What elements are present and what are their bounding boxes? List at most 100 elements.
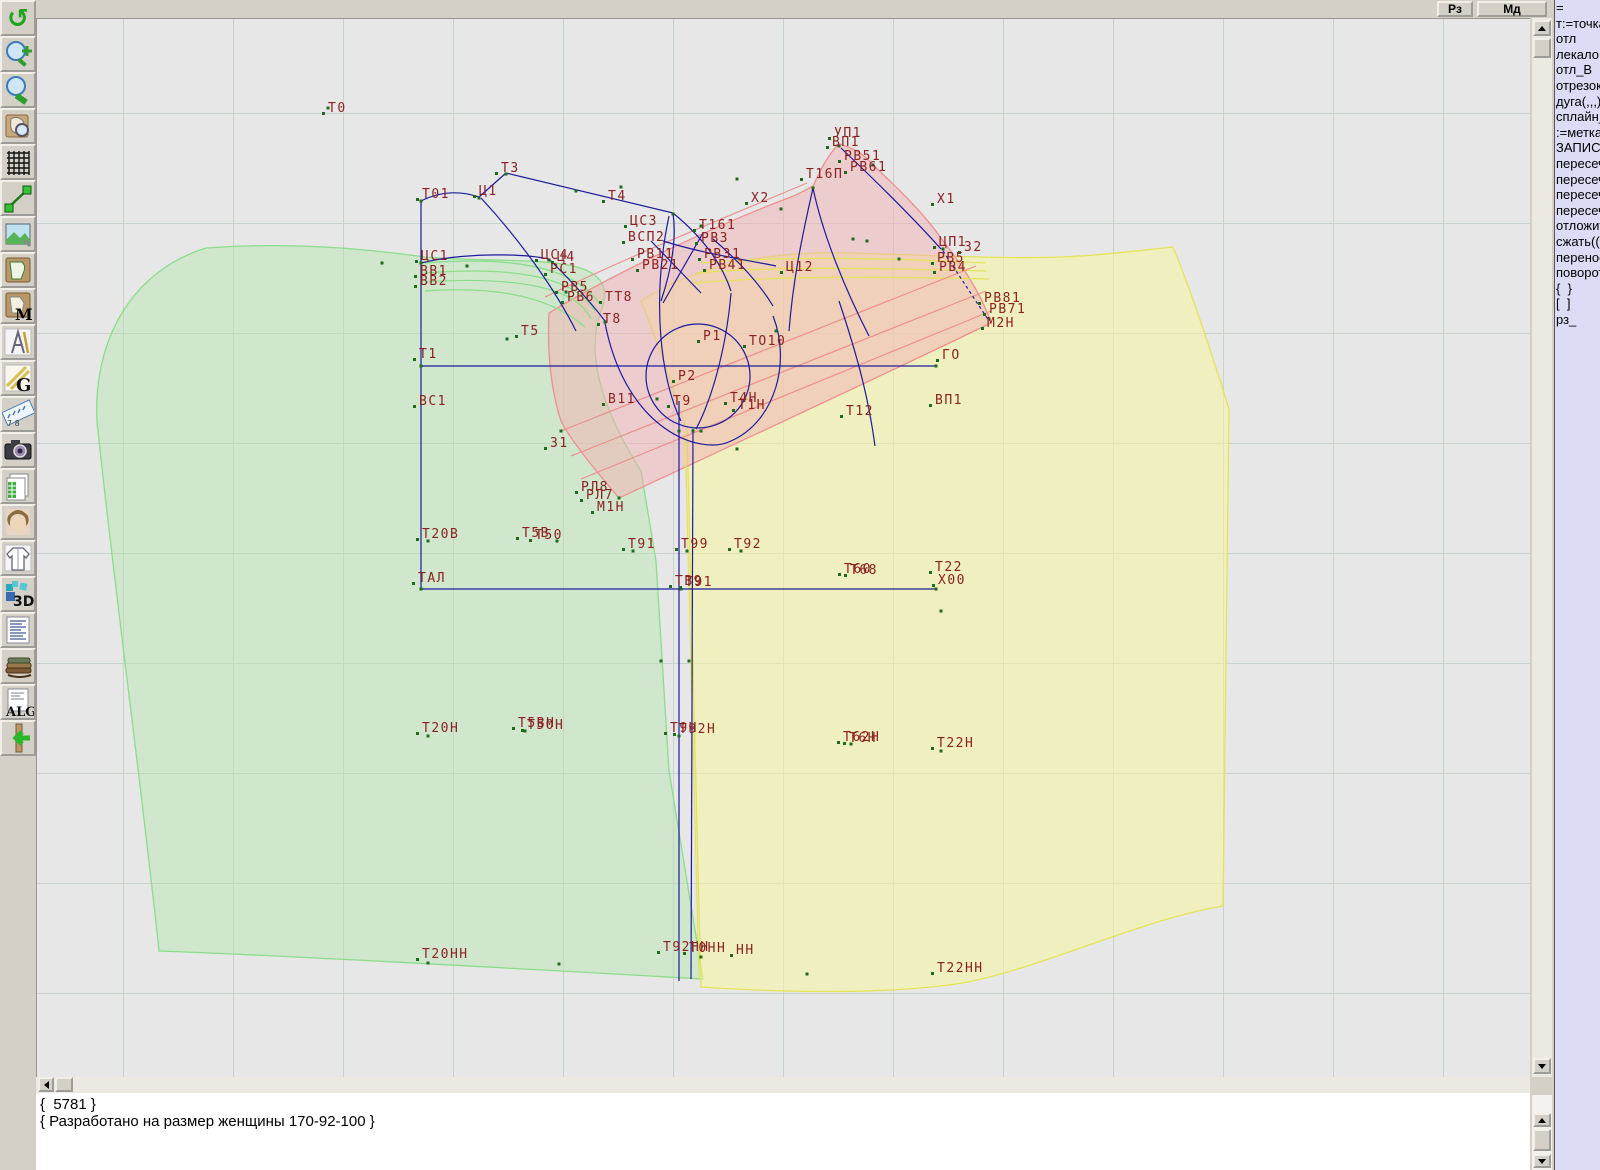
command-line[interactable]: :=метка [1556,124,1600,140]
construction-line [645,323,751,429]
pattern-label: Т20В [422,527,459,542]
undo-button[interactable]: ↺ [0,0,36,36]
pattern-point [414,275,417,278]
pattern-point [547,258,551,262]
command-line[interactable]: пересеч [1556,202,1600,218]
pattern-label: ТАЛ [418,571,446,586]
construction-line [812,187,870,337]
pattern-label: Т50 [535,528,563,543]
grid-button[interactable] [0,144,36,180]
exit-button[interactable] [0,720,36,756]
pattern-point [811,186,815,190]
command-line[interactable]: отл [1556,31,1577,47]
command-line[interactable]: пересеч [1556,171,1600,187]
pattern-point [512,727,515,730]
alg-button[interactable]: ALG [0,684,36,720]
pattern-label: Т161 [699,218,736,233]
preview-magnify-button[interactable] [0,108,36,144]
command-line[interactable]: = [1556,0,1564,15]
scroll-left-button[interactable] [38,1077,54,1092]
command-line[interactable]: рз_ [1556,311,1577,327]
piece-aux-line [424,279,592,320]
pattern-label: РЛ8 [581,480,609,495]
ruler-icon: 7 8 [2,399,34,428]
3d-button[interactable]: 3D [0,576,36,612]
zoom-in-button[interactable] [0,36,36,72]
garment-button[interactable] [0,540,36,576]
ruler-button[interactable]: 7 8 [0,396,36,432]
pattern-label: Т8 [603,312,622,327]
log-scroll-down-button[interactable] [1533,1154,1551,1168]
pattern-point [602,200,605,203]
scroll-down-button[interactable] [1533,1058,1551,1074]
log-scroll-up-button[interactable] [1533,1113,1551,1127]
pattern-point [987,317,991,321]
command-line[interactable]: пересеч [1556,187,1600,203]
books-button[interactable] [0,648,36,684]
segment-icon [4,185,32,213]
command-line[interactable]: [ ] [1556,296,1571,312]
horizontal-scrollbar[interactable] [36,1077,1530,1093]
list-icon [6,616,30,644]
tables-button[interactable] [0,468,36,504]
construction-line [788,187,814,332]
command-line[interactable]: перенос [1556,249,1600,265]
log-scrollbar[interactable] [1532,1095,1552,1170]
pattern-label: РВ41 [709,258,746,273]
portrait-button[interactable] [0,504,36,540]
pattern-label: Т99 [681,537,709,552]
construction-line [840,147,942,250]
command-line[interactable]: { } [1556,280,1572,296]
pattern-point [505,337,509,341]
scroll-up-button[interactable] [1533,20,1551,36]
pattern-label: ЦП1 [939,235,967,250]
image-button[interactable] [0,216,36,252]
drafting-tools-button[interactable] [0,324,36,360]
pattern-point [564,290,568,294]
pattern-m-button[interactable]: M [0,288,36,324]
pattern-point [426,734,430,738]
command-line[interactable]: сжать(() [1556,233,1600,249]
grazia-g-button[interactable]: G [0,360,36,396]
command-line[interactable]: ЗАПИСА [1556,140,1600,156]
pattern-label: РС1 [550,262,578,277]
pattern-point [939,749,943,753]
command-line[interactable]: пересеч [1556,155,1600,171]
command-panel[interactable]: =т:=точкаотллекалоотл_Вотрезок(дуга(,,,)… [1554,0,1600,1170]
pattern-canvas[interactable]: Т0 Т3 Т01 Ц1 Т4 Х2 Х1 УП1 ВП1 РВ51 РВ61 Т16П ЦС3 ВСП2… [36,18,1530,1077]
pattern-label: Т0НН [689,941,726,956]
vertical-scrollbar[interactable] [1532,18,1552,1077]
md-button[interactable]: Мд [1477,1,1547,17]
horizontal-scroll-thumb[interactable] [55,1077,73,1092]
pattern-point [931,747,934,750]
command-line[interactable]: отл_В [1556,62,1593,78]
command-line[interactable]: дуга(,,,) [1556,93,1600,109]
pattern-pieces-button[interactable] [0,252,36,288]
pattern-point [419,364,423,368]
command-line[interactable]: поворот [1556,265,1600,281]
camera-button[interactable] [0,432,36,468]
pattern-point [698,258,701,261]
pattern-point [655,397,659,401]
pattern-point [622,241,625,244]
zoom-tool-button[interactable] [0,72,36,108]
status-log: { 5781 } { Разработано на размер женщины… [36,1093,1530,1170]
list-button[interactable] [0,612,36,648]
pattern-point [933,246,936,249]
command-line[interactable]: т:=точка [1556,15,1600,31]
command-line[interactable]: сплайн_ [1556,109,1600,125]
pattern-point [624,225,627,228]
piece-aux-line [424,260,600,304]
pattern-point [523,729,527,733]
segment-button[interactable] [0,180,36,216]
command-line[interactable]: отрезок( [1556,77,1600,93]
vertical-scroll-thumb[interactable] [1533,38,1551,58]
log-scroll-thumb[interactable] [1533,1129,1551,1151]
pattern-point [574,189,578,193]
command-line[interactable]: лекало [1556,46,1599,62]
pattern-point [555,291,558,294]
command-line[interactable]: отложит [1556,218,1600,234]
rz-button[interactable]: Рз [1437,1,1473,17]
pattern-point [544,273,547,276]
